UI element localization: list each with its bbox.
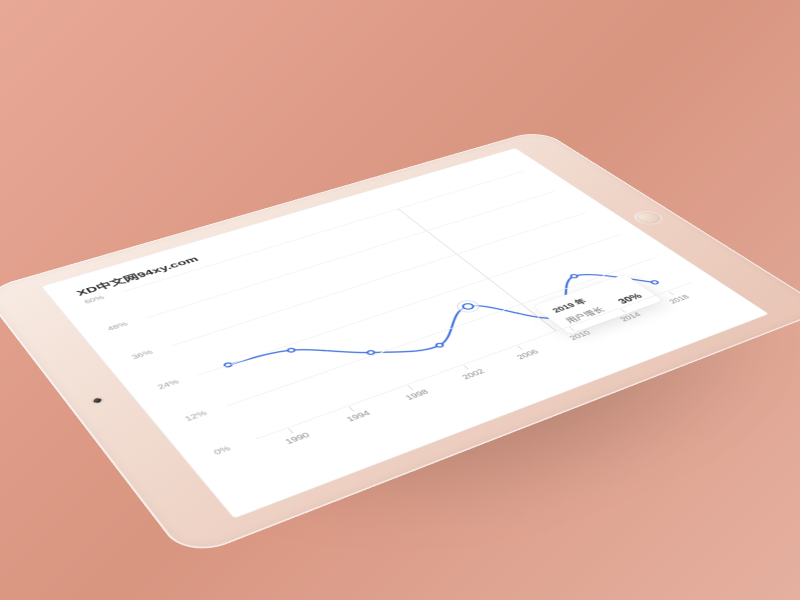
y-tick-label: 48%	[106, 321, 130, 332]
x-tick-label: 1990	[284, 432, 312, 447]
data-point[interactable]	[287, 348, 296, 353]
x-tick	[570, 327, 576, 331]
x-tick	[463, 365, 469, 369]
x-tick	[517, 346, 523, 350]
data-point[interactable]	[435, 343, 444, 348]
x-tick-label: 2006	[515, 349, 541, 361]
x-tick-label: 1998	[404, 388, 431, 401]
y-axis: 0%12%24%36%48%60%	[85, 293, 252, 454]
x-tick	[620, 309, 626, 313]
y-tick-label: 0%	[212, 445, 233, 457]
data-point[interactable]	[650, 280, 659, 285]
y-tick-label: 36%	[130, 349, 154, 361]
data-point[interactable]	[552, 315, 561, 320]
x-tick	[407, 385, 413, 390]
y-tick-label: 24%	[156, 379, 181, 391]
tooltip-metric-label: 用户增长	[562, 305, 607, 325]
y-tick-label: 12%	[183, 410, 209, 423]
x-tick	[288, 428, 293, 433]
x-tick-label: 1994	[345, 410, 373, 424]
x-tick	[349, 406, 354, 411]
highlight-dot-icon	[462, 303, 473, 309]
x-tick-label: 2010	[568, 330, 593, 342]
x-tick-label: 2002	[461, 368, 487, 381]
data-point[interactable]	[464, 304, 473, 309]
x-tick	[668, 291, 674, 295]
chart-line	[228, 242, 655, 416]
data-point[interactable]	[223, 362, 232, 367]
home-button[interactable]	[629, 209, 668, 227]
x-tick-label: 2018	[668, 294, 692, 305]
data-point[interactable]	[366, 350, 375, 355]
screen: XD中文网94xy.com 0%12%24%36%48%60% 2019 年用户…	[41, 148, 769, 519]
highlight-ring-icon	[453, 298, 484, 314]
tooltip-value: 30%	[615, 291, 645, 305]
scene: XD中文网94xy.com 0%12%24%36%48%60% 2019 年用户…	[0, 129, 800, 560]
camera-icon	[92, 397, 102, 403]
x-tick-label: 2014	[619, 312, 644, 324]
